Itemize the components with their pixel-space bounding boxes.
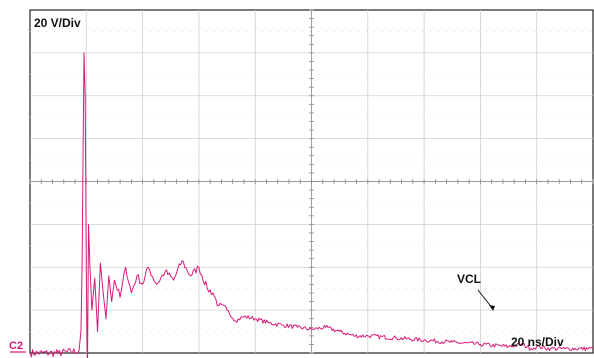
channel-label: C2 [9,340,23,352]
time-per-div-label: 20 ns/Div [511,335,564,349]
volts-per-div-label: 20 V/Div [34,16,81,30]
vcl-annotation: VCL [457,272,481,286]
